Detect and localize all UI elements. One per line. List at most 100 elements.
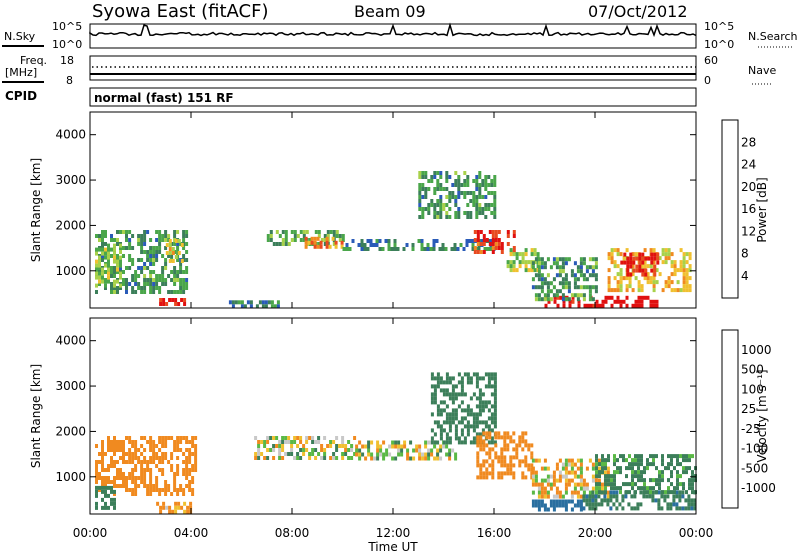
data-cell: [445, 179, 449, 183]
colorbar-tick-label: 4: [741, 269, 749, 283]
data-cell: [158, 290, 162, 294]
data-cell: [646, 295, 650, 300]
data-cell: [543, 293, 547, 298]
data-cell: [620, 260, 624, 265]
data-cell: [439, 444, 443, 449]
data-cell: [104, 247, 107, 252]
data-cell: [267, 300, 271, 305]
data-cell: [534, 499, 538, 504]
data-cell: [104, 270, 107, 274]
data-cell: [176, 230, 180, 234]
data-cell: [430, 412, 434, 417]
data-cell: [314, 440, 318, 444]
data-cell: [152, 290, 156, 294]
data-cell: [110, 282, 113, 286]
data-cell: [113, 283, 116, 288]
data-cell: [558, 503, 562, 508]
data-cell: [436, 215, 440, 219]
data-cell: [487, 376, 491, 381]
data-cell: [146, 254, 150, 258]
data-cell: [472, 179, 476, 183]
data-cell: [621, 498, 625, 503]
data-cell: [173, 444, 177, 448]
data-cell: [688, 276, 692, 281]
data-cell: [670, 288, 674, 293]
data-cell: [540, 482, 544, 487]
data-cell: [107, 476, 110, 480]
data-cell: [448, 376, 452, 381]
data-cell: [606, 502, 610, 507]
data-cell: [185, 476, 189, 480]
data-cell: [173, 472, 177, 476]
data-cell: [661, 260, 665, 265]
data-cell: [161, 282, 165, 286]
data-cell: [457, 175, 461, 179]
data-cell: [488, 447, 492, 452]
data-cell: [546, 285, 550, 290]
data-cell: [378, 239, 382, 243]
data-cell: [457, 179, 461, 183]
data-cell: [537, 482, 541, 487]
data-cell: [487, 203, 491, 207]
data-cell: [533, 252, 537, 257]
data-cell: [613, 276, 617, 281]
data-cell: [326, 234, 330, 238]
data-cell: [594, 257, 598, 262]
data-cell: [155, 246, 159, 250]
data-cell: [509, 467, 513, 472]
data-cell: [427, 207, 431, 211]
data-cell: [655, 478, 658, 483]
data-cell: [257, 456, 261, 460]
data-cell: [585, 486, 589, 491]
data-cell: [448, 392, 452, 397]
data-cell: [335, 230, 339, 234]
data-cell: [546, 257, 550, 262]
data-cell: [649, 462, 652, 467]
data-cell: [113, 238, 116, 242]
data-cell: [646, 280, 650, 285]
data-cell: [564, 277, 568, 282]
data-cell: [667, 252, 671, 257]
data-cell: [540, 265, 544, 270]
data-cell: [561, 277, 565, 282]
data-cell: [494, 242, 498, 246]
data-cell: [595, 474, 598, 479]
data-cell: [483, 247, 487, 251]
data-cell: [685, 268, 689, 273]
data-cell: [158, 234, 162, 238]
data-cell: [549, 265, 553, 270]
data-cell: [237, 300, 241, 305]
data-cell: [125, 436, 128, 440]
data-cell: [316, 244, 320, 249]
data-cell: [494, 238, 498, 242]
data-cell: [433, 384, 437, 389]
data-cell: [582, 494, 586, 499]
data-cell: [591, 265, 595, 270]
data-cell: [98, 238, 101, 242]
data-cell: [335, 436, 339, 440]
data-cell: [653, 272, 657, 277]
data-cell: [679, 482, 682, 487]
data-cell: [494, 234, 498, 238]
data-cell: [119, 286, 122, 290]
data-cell: [490, 384, 494, 389]
data-cell: [98, 266, 101, 270]
data-cell: [601, 458, 604, 463]
data-cell: [588, 265, 592, 270]
data-cell: [500, 250, 504, 254]
data-cell: [329, 456, 333, 460]
data-cell: [168, 509, 172, 514]
data-cell: [122, 444, 125, 448]
data-cell: [537, 293, 541, 298]
data-cell: [355, 444, 359, 449]
data-cell: [691, 454, 694, 459]
data-cell: [549, 503, 553, 508]
data-cell: [272, 436, 276, 440]
data-cell: [95, 275, 98, 280]
data-cell: [162, 298, 166, 302]
data-cell: [571, 295, 575, 300]
data-cell: [110, 460, 113, 464]
data-cell: [661, 474, 664, 479]
data-cell: [506, 242, 510, 246]
data-cell: [658, 470, 661, 475]
